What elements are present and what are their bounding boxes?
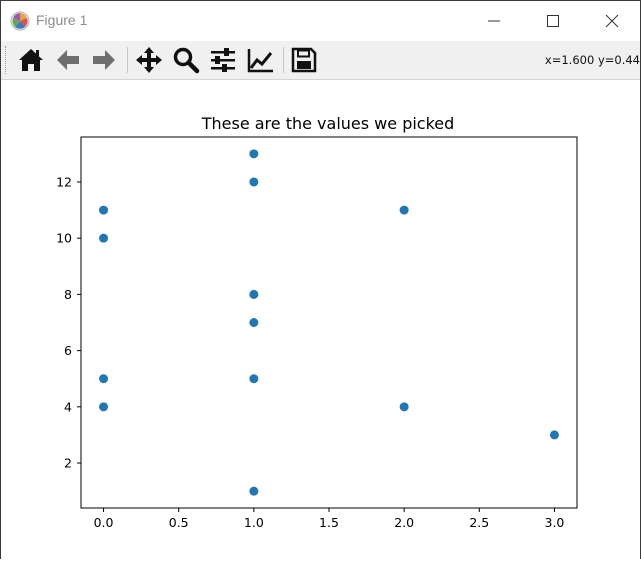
x-tick-label: 1.0 — [244, 515, 264, 530]
x-axis: 0.0 0.5 1.0 1.5 2.0 2.5 3.0 — [94, 508, 565, 530]
pan-move-icon — [136, 47, 162, 73]
scatter-point — [249, 486, 259, 496]
scatter-chart[interactable]: These are the values we picked 0.0 0.5 1.0… — [1, 80, 640, 559]
figure-canvas[interactable]: These are the values we picked 0.0 0.5 1.0… — [1, 80, 640, 559]
toolbar-grip[interactable] — [5, 46, 9, 74]
scatter-point — [99, 205, 109, 215]
y-tick-label: 6 — [64, 343, 72, 358]
chart-title: These are the values we picked — [201, 114, 455, 133]
title-bar[interactable]: Figure 1 — [1, 1, 640, 41]
subplots-config-icon — [211, 48, 235, 72]
scatter-point — [99, 402, 109, 412]
y-tick-label: 10 — [56, 231, 72, 246]
maximize-button[interactable] — [530, 1, 576, 41]
scatter-point — [249, 177, 259, 187]
x-tick-label: 0.5 — [169, 515, 189, 530]
matplotlib-logo-icon — [10, 11, 30, 31]
toolbar-separator — [127, 47, 128, 73]
scatter-point — [249, 289, 259, 299]
window-title: Figure 1 — [36, 12, 88, 28]
zoom-button[interactable] — [170, 44, 202, 76]
edit-axis-button[interactable] — [244, 44, 276, 76]
back-button[interactable] — [52, 44, 84, 76]
scatter-point — [399, 205, 409, 215]
scatter-point — [99, 374, 109, 384]
forward-button[interactable] — [88, 44, 120, 76]
maximize-icon — [547, 15, 559, 27]
toolbar-separator — [283, 47, 284, 73]
y-axis: 2 4 6 8 10 12 — [56, 174, 81, 471]
scatter-points — [99, 149, 559, 496]
forward-arrow-icon — [93, 50, 115, 70]
y-tick-label: 8 — [64, 287, 72, 302]
axes-frame — [80, 136, 578, 509]
edit-axis-icon — [247, 49, 273, 73]
minimize-button[interactable] — [471, 1, 517, 41]
navigation-toolbar: x=1.600 y=0.44 — [1, 41, 640, 80]
scatter-point — [249, 318, 259, 327]
x-tick-label: 2.0 — [394, 515, 414, 530]
scatter-point — [249, 374, 259, 384]
scatter-point — [99, 233, 109, 243]
close-icon — [605, 14, 619, 28]
scatter-point — [249, 149, 259, 159]
x-tick-label: 0.0 — [94, 515, 114, 530]
cursor-coordinates: x=1.600 y=0.44 — [544, 53, 640, 67]
home-button[interactable] — [15, 44, 47, 76]
y-tick-label: 2 — [64, 456, 72, 471]
close-button[interactable] — [589, 1, 635, 41]
save-floppy-icon — [291, 47, 317, 73]
x-tick-label: 3.0 — [545, 515, 565, 530]
subplots-button[interactable] — [207, 44, 239, 76]
x-tick-label: 1.5 — [319, 515, 339, 530]
y-tick-label: 4 — [64, 399, 72, 414]
pan-button[interactable] — [133, 44, 165, 76]
home-icon — [19, 49, 43, 71]
y-tick-label: 12 — [56, 174, 72, 189]
zoom-magnifier-icon — [173, 47, 200, 74]
scatter-point — [549, 430, 559, 440]
back-arrow-icon — [57, 50, 79, 70]
save-button[interactable] — [288, 44, 320, 76]
minimize-icon — [488, 20, 500, 22]
scatter-point — [399, 402, 409, 412]
x-tick-label: 2.5 — [469, 515, 489, 530]
